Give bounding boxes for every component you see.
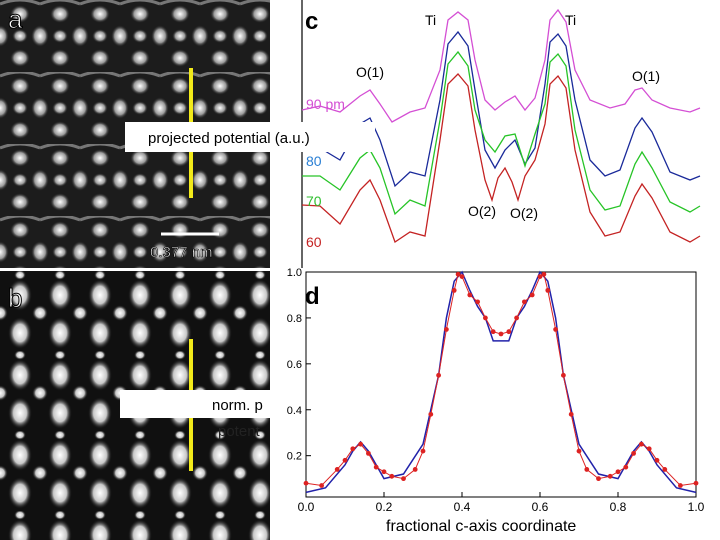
data-point (490, 329, 496, 335)
data-point (436, 372, 441, 378)
ylabel-norm-line2: potent (218, 423, 260, 440)
data-point (639, 441, 644, 447)
data-point (568, 411, 574, 417)
peak-label-ti-2: Ti (565, 12, 577, 28)
data-point (529, 292, 535, 298)
data-point (514, 315, 519, 321)
x-tick-label: 0.6 (532, 500, 549, 514)
ylabel-norm-line1: norm. p (212, 397, 263, 414)
peak-label-o1-right: O(1) (632, 68, 660, 84)
curve-80 (301, 30, 701, 188)
data-point (693, 480, 699, 486)
data-point (401, 476, 406, 482)
data-point (623, 464, 629, 470)
data-point (654, 457, 660, 463)
y-tick-label: 0.6 (287, 359, 302, 371)
ylabel-box-b (120, 390, 272, 418)
ylabel-box-c (125, 122, 375, 152)
y-tick-label: 1.0 (287, 267, 302, 279)
panel-b-label: b (7, 283, 23, 314)
xlabel-fractional: fractional c-axis coordinate (386, 518, 577, 535)
panel-d-label: d (305, 283, 320, 310)
data-point (358, 441, 363, 447)
panel-d-chart: 0.0 0.2 0.4 0.6 0.8 1.0 0.2 0.4 0.6 0.8 1.0 (287, 267, 705, 514)
data-point (576, 448, 582, 454)
data-point (483, 315, 488, 321)
data-point (342, 457, 348, 463)
peak-label-o2-right: O(2) (510, 205, 538, 221)
data-point (389, 473, 395, 479)
peak-label-o2-left: O(2) (468, 203, 496, 219)
thickness-label-80: 80 (306, 153, 322, 169)
y-tick-label: 0.2 (287, 451, 302, 463)
data-point (412, 467, 418, 472)
data-point (596, 476, 601, 482)
ylabel-projected-potential: projected potential (a.u.) (148, 130, 310, 147)
data-point (334, 467, 340, 472)
data-point (506, 329, 512, 335)
data-point (646, 446, 652, 452)
data-point (467, 292, 473, 298)
data-point (631, 450, 636, 456)
data-point (428, 411, 434, 417)
data-point (319, 483, 324, 488)
data-point (584, 467, 590, 472)
thickness-label-90: 90 pm (306, 96, 345, 112)
data-point (455, 271, 461, 277)
x-tick-label: 0.2 (376, 500, 393, 514)
data-point (498, 331, 504, 337)
curve-70 (302, 50, 701, 216)
data-point (420, 448, 426, 454)
data-point (541, 271, 547, 277)
data-point (607, 473, 613, 479)
plot-frame (305, 271, 697, 498)
curve-60 (301, 73, 701, 244)
series-line-0 (305, 270, 697, 494)
data-point (522, 299, 527, 305)
peak-label-o1-left: O(1) (356, 64, 384, 80)
y-tick-label: 0.8 (287, 313, 302, 325)
data-point (459, 274, 465, 279)
x-tick-label: 0.0 (298, 500, 315, 514)
data-point (381, 469, 387, 475)
data-point (615, 469, 621, 475)
data-point (451, 287, 457, 293)
series-line-1 (305, 273, 697, 487)
data-point (303, 480, 309, 486)
y-tick-label: 0.4 (287, 405, 302, 417)
data-point (545, 287, 551, 293)
data-point (373, 464, 379, 470)
scalebar-label: 0.377 nm (150, 244, 213, 262)
panel-c-label: c (305, 8, 319, 35)
thickness-label-70: 70 (306, 193, 322, 209)
x-tick-label: 0.4 (454, 500, 471, 514)
thickness-label-60: 60 (306, 234, 322, 250)
data-point (537, 274, 543, 279)
data-point (475, 299, 480, 305)
data-point (561, 372, 566, 378)
data-point (553, 326, 558, 332)
x-tick-label: 1.0 (688, 500, 705, 514)
x-tick-label: 0.8 (610, 500, 627, 514)
curve-90pm (301, 8, 701, 123)
peak-label-ti-1: Ti (425, 12, 437, 28)
data-point (444, 326, 449, 332)
data-point (350, 446, 356, 452)
panel-a-label: a (7, 4, 23, 35)
data-point (662, 467, 668, 472)
data-point (366, 450, 371, 456)
data-point (678, 483, 683, 488)
